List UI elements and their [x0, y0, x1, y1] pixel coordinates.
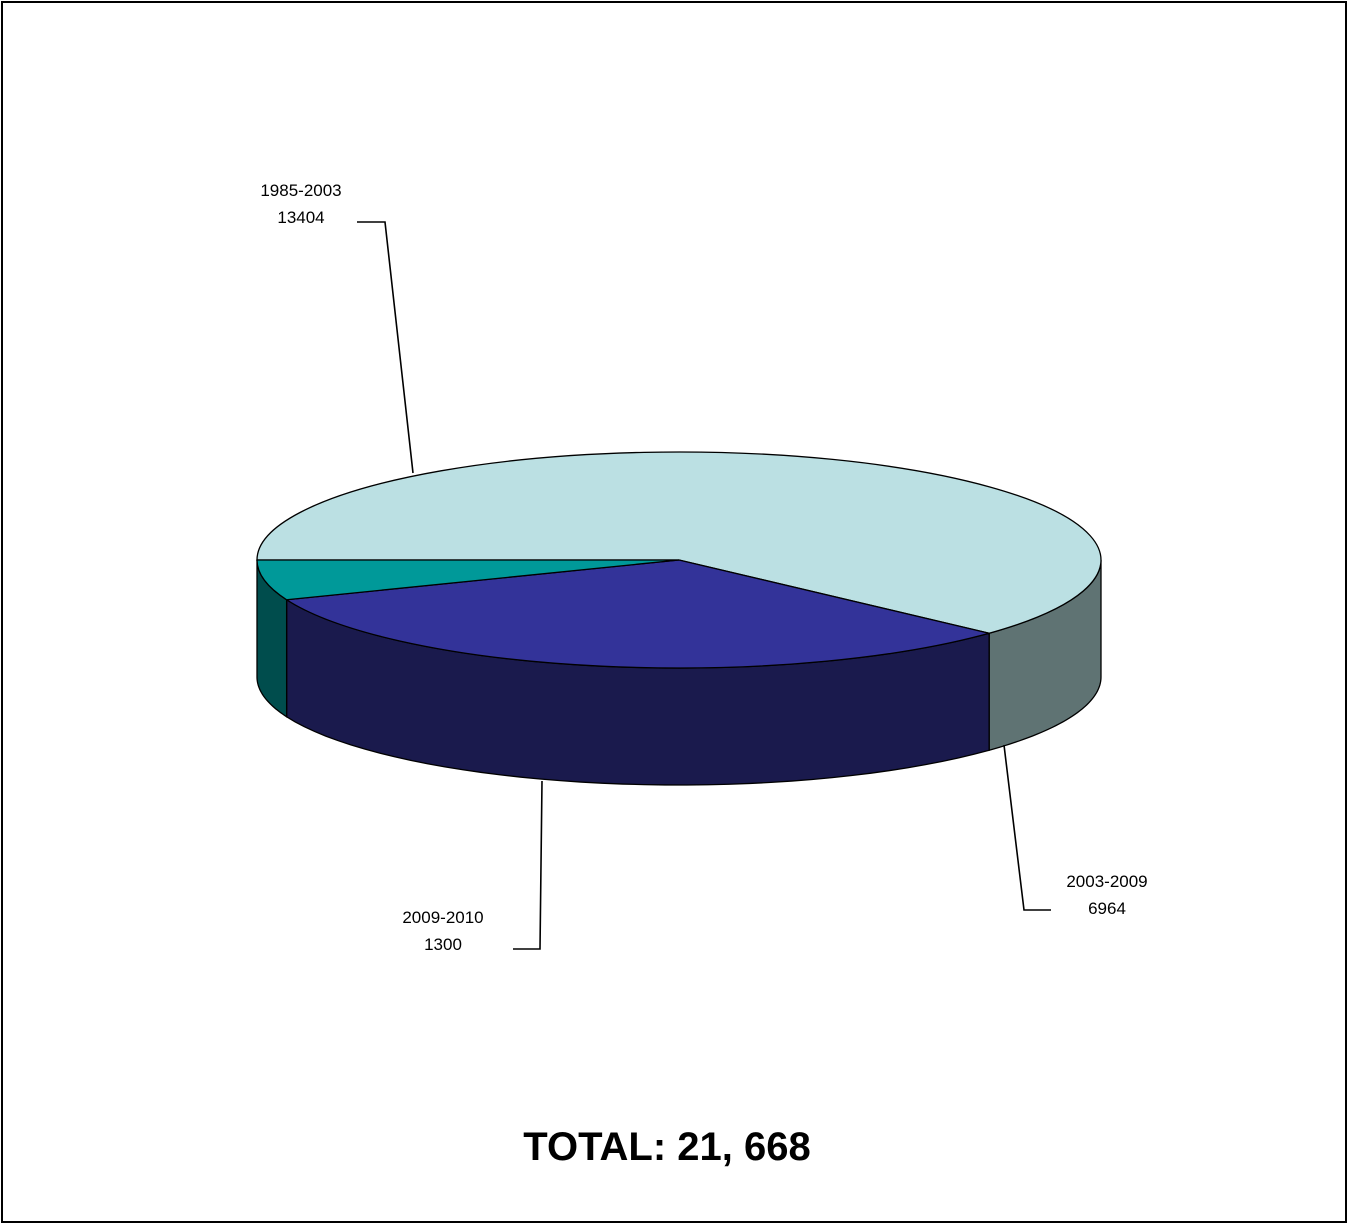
pie-tops — [256, 451, 1102, 669]
slice-value-2003-2009: 6964 — [1088, 899, 1126, 918]
slice-value-1985-2003: 13404 — [277, 208, 324, 227]
leader-line-2003-2009 — [1003, 744, 1051, 911]
pie-chart: 1985-2003 13404 2003-2009 6964 2009-2010 1300… — [256, 181, 1148, 1169]
leader-line-1985-2003 — [357, 221, 414, 474]
slice-labels: 1985-2003 13404 2003-2009 6964 2009-2010 1300 — [260, 181, 1147, 954]
slice-value-2009-2010: 1300 — [424, 935, 462, 954]
slice-label-2003-2009: 2003-2009 — [1066, 872, 1147, 891]
leader-lines — [357, 221, 1051, 950]
pie-slice-2003-2009 — [284, 559, 990, 669]
pie-sides — [256, 559, 1102, 786]
leader-line-2009-2010 — [513, 780, 543, 950]
slice-label-2009-2010: 2009-2010 — [402, 908, 483, 927]
total-label: TOTAL: 21, 668 — [523, 1125, 811, 1169]
slice-label-1985-2003: 1985-2003 — [260, 181, 341, 200]
pie-slice-1985-2003 — [256, 451, 1102, 634]
pie-slice-2009-2010 — [256, 559, 680, 601]
